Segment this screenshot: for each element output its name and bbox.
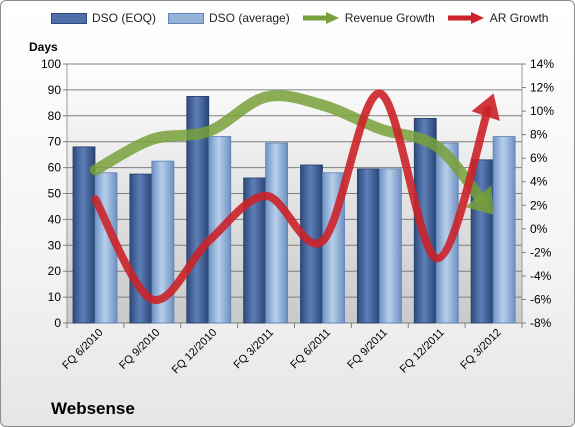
x-axis-tick-label: FQ 9/2011 [345, 327, 390, 372]
y2-axis-tick-label: 14% [530, 57, 554, 71]
bar-dso-average [378, 168, 402, 324]
chart-legend: DSO (EOQ) DSO (average) Revenue Growth A… [51, 11, 560, 25]
y-axis-tick-label: 90 [48, 83, 62, 97]
y-axis-tick-label: 100 [41, 57, 61, 71]
series-arrowhead [465, 185, 494, 215]
y2-axis-tick-label: 0% [530, 222, 548, 236]
legend-swatch-dso-eoq [51, 12, 87, 24]
y2-axis-tick-label: -6% [530, 292, 552, 306]
y-axis-tick-label: 80 [48, 109, 62, 123]
legend-arrow-ar-growth [447, 12, 484, 24]
y-axis-tick-label: 60 [48, 161, 62, 175]
legend-label-dso-eoq: DSO (EOQ) [92, 11, 157, 25]
bar-dso-average [265, 142, 289, 324]
series-line [89, 90, 489, 208]
y-axis-tick-label: 70 [48, 135, 62, 149]
bar-dso-eoq [356, 168, 380, 324]
company-title: Websense [51, 399, 135, 418]
y2-axis-tick-label: -8% [530, 316, 552, 330]
legend-label-ar-growth: AR Growth [489, 11, 549, 25]
y-axis-tick-label: 10 [48, 290, 62, 304]
y2-axis-tick-label: -2% [530, 245, 552, 259]
bar-dso-average [151, 160, 175, 324]
x-axis-tick-label: FQ 6/2011 [288, 327, 333, 372]
legend-arrow-revenue-growth [302, 12, 339, 24]
y-axis-tick-label: 40 [48, 212, 62, 226]
x-axis-tick-label: FQ 12/2010 [170, 327, 220, 377]
x-axis-tick-label: FQ 9/2010 [117, 327, 162, 372]
y2-axis-tick-label: 10% [530, 104, 554, 118]
y-axis-title: Days [29, 40, 58, 54]
legend-item-revenue-growth: Revenue Growth [302, 11, 435, 25]
legend-item-ar-growth: AR Growth [447, 11, 549, 25]
bar-dso-average [492, 136, 516, 324]
y2-axis-tick-label: 2% [530, 198, 548, 212]
series-line [91, 89, 493, 304]
y-axis-tick-label: 30 [48, 238, 62, 252]
y2-axis-tick-label: 12% [530, 81, 554, 95]
x-axis-tick-label: FQ 6/2010 [60, 327, 105, 372]
y-axis-tick-label: 50 [48, 187, 62, 201]
legend-item-dso-eoq: DSO (EOQ) [51, 11, 156, 25]
legend-label-dso-average: DSO (average) [209, 11, 290, 25]
legend-swatch-dso-average [168, 12, 205, 24]
y2-axis-tick-label: -4% [530, 269, 552, 283]
y2-axis-tick-label: 8% [530, 128, 548, 142]
series-arrowhead [471, 93, 500, 122]
legend-item-dso-average: DSO (average) [168, 11, 290, 25]
x-axis-tick-label: FQ 3/2011 [232, 327, 277, 372]
y-axis-tick-label: 0 [54, 316, 61, 330]
legend-label-revenue-growth: Revenue Growth [344, 11, 435, 25]
bar-dso-average [435, 142, 459, 324]
y-axis-tick-label: 20 [48, 264, 62, 278]
y2-axis-tick-label: 6% [530, 151, 548, 165]
y2-axis-tick-label: 4% [530, 175, 548, 189]
x-axis-tick-label: FQ 3/2012 [458, 327, 503, 372]
x-axis-tick-label: FQ 12/2011 [398, 327, 447, 376]
